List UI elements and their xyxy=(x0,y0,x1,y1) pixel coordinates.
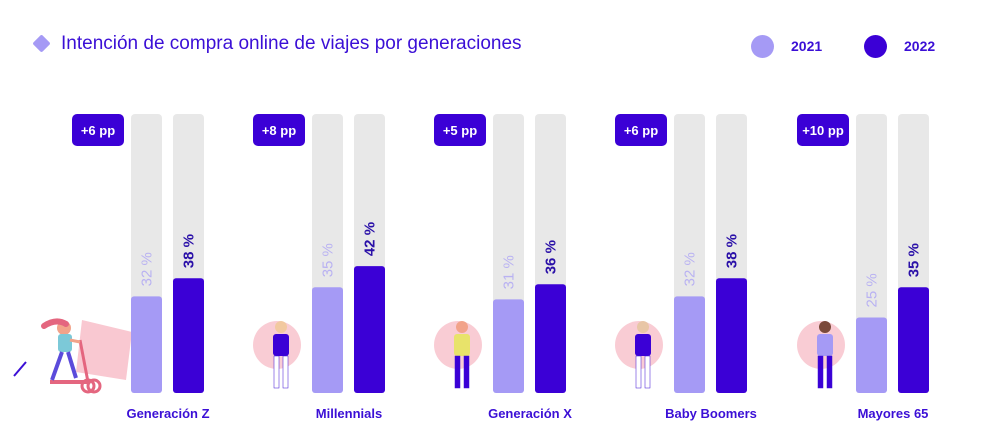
value-label-2021-baby-boomers: 32 % xyxy=(682,252,699,286)
category-label-gen-x: Generación X xyxy=(488,406,572,421)
badge-label-gen-x: +5 pp xyxy=(443,123,477,138)
person-leg xyxy=(66,351,78,379)
bar-2021-gen-z xyxy=(131,296,162,393)
legend-label-2021: 2021 xyxy=(791,38,823,54)
bar-2021-millennials xyxy=(312,287,343,393)
bar-2021-baby-boomers xyxy=(674,296,705,393)
person-head xyxy=(637,321,649,333)
badge-baby-boomers xyxy=(615,114,667,146)
bar-2022-baby-boomers xyxy=(716,278,747,393)
person-arm xyxy=(69,338,81,344)
person-hair xyxy=(41,318,69,329)
person-head xyxy=(456,321,468,333)
person-leg xyxy=(817,355,824,389)
badge-gen-x xyxy=(434,114,486,146)
bar-2021-mayores-65 xyxy=(856,317,887,393)
person-body xyxy=(635,334,651,356)
person-body xyxy=(58,334,72,352)
value-label-2022-baby-boomers: 38 % xyxy=(724,234,741,268)
badge-label-gen-z: +6 pp xyxy=(81,123,115,138)
badge-label-millennials: +8 pp xyxy=(262,123,296,138)
badge-label-baby-boomers: +6 pp xyxy=(624,123,658,138)
chart-title: Intención de compra online de viajes por… xyxy=(61,33,522,54)
legend-swatch-2022 xyxy=(864,35,887,58)
person-leg xyxy=(282,355,289,389)
person-head xyxy=(275,321,287,333)
scooter-wheel-icon xyxy=(86,378,102,394)
category-label-mayores-65: Mayores 65 xyxy=(858,406,929,421)
person-leg xyxy=(273,355,280,389)
bar-2022-millennials xyxy=(354,266,385,393)
value-label-2021-millennials: 35 % xyxy=(320,243,337,277)
bar-2021-gen-x xyxy=(493,299,524,393)
category-label-baby-boomers: Baby Boomers xyxy=(665,406,757,421)
badge-mayores-65 xyxy=(797,114,849,146)
badge-gen-z xyxy=(72,114,124,146)
person-body xyxy=(273,334,289,356)
value-label-2021-gen-z: 32 % xyxy=(139,252,156,286)
value-label-2021-mayores-65: 25 % xyxy=(864,273,881,307)
bar-2022-gen-z xyxy=(173,278,204,393)
legend-label-2022: 2022 xyxy=(904,38,936,54)
bar-2022-mayores-65 xyxy=(898,287,929,393)
person-body xyxy=(454,334,470,356)
category-label-gen-z: Generación Z xyxy=(126,406,209,421)
chart-header: Intención de compra online de viajes por… xyxy=(0,0,1000,80)
value-label-2021-gen-x: 31 % xyxy=(501,255,518,289)
bar-2022-gen-x xyxy=(535,284,566,393)
value-label-2022-mayores-65: 35 % xyxy=(906,243,923,277)
illustration-background xyxy=(76,320,132,380)
person-head xyxy=(819,321,831,333)
legend-swatch-2021 xyxy=(751,35,774,58)
value-label-2022-gen-x: 36 % xyxy=(543,240,560,274)
value-label-2022-gen-z: 38 % xyxy=(181,234,198,268)
category-label-millennials: Millennials xyxy=(316,406,382,421)
person-body xyxy=(817,334,833,356)
person-leg xyxy=(635,355,642,389)
person-leg-back xyxy=(13,361,27,377)
scooter-handle xyxy=(78,339,90,383)
badge-label-mayores-65: +10 pp xyxy=(802,123,844,138)
value-label-2022-millennials: 42 % xyxy=(362,222,379,256)
person-leg xyxy=(50,351,64,381)
badge-millennials xyxy=(253,114,305,146)
person-leg xyxy=(454,355,461,389)
person-leg xyxy=(463,355,470,389)
person-leg xyxy=(644,355,651,389)
person-leg xyxy=(826,355,833,389)
